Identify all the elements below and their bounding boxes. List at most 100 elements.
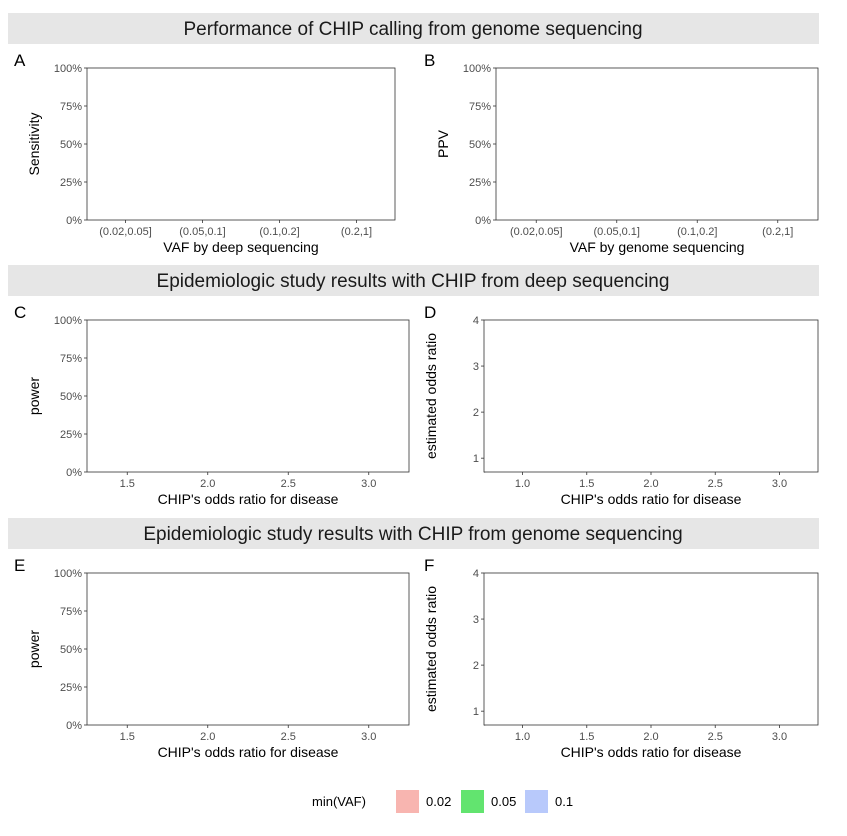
tick-label-x: 2.0 bbox=[643, 478, 658, 490]
section-title: Epidemiologic study results with CHIP fr… bbox=[143, 524, 682, 545]
tick-label-x: (0.02,0.05] bbox=[510, 226, 563, 238]
tick-label-x: 2.0 bbox=[643, 731, 658, 743]
tick-label-y: 0% bbox=[475, 215, 491, 227]
section-title: Epidemiologic study results with CHIP fr… bbox=[157, 271, 670, 292]
y-axis-title: PPV bbox=[435, 129, 451, 158]
x-axis-title: CHIP's odds ratio for disease bbox=[158, 744, 339, 760]
tick-label-x: 2.0 bbox=[200, 478, 215, 490]
tick-label-y: 50% bbox=[60, 139, 82, 151]
section-strip-2: Epidemiologic study results with CHIP fr… bbox=[8, 265, 819, 296]
tick-label-x: (0.2,1] bbox=[762, 226, 793, 238]
tick-label-y: 4 bbox=[473, 315, 479, 327]
tick-label-y: 75% bbox=[60, 101, 82, 113]
legend-title: min(VAF) bbox=[312, 794, 366, 809]
tick-label-x: 2.0 bbox=[200, 731, 215, 743]
tick-label-y: 75% bbox=[469, 101, 491, 113]
tick-label-y: 1 bbox=[473, 706, 479, 718]
legend-entry-0_1: 0.1 bbox=[525, 790, 573, 813]
tick-label-y: 25% bbox=[469, 177, 491, 189]
y-axis-title: power bbox=[26, 630, 42, 668]
plot-area bbox=[86, 572, 410, 726]
tick-label-x: 3.0 bbox=[361, 731, 376, 743]
legend-entry-0_02: 0.02 bbox=[396, 790, 451, 813]
x-axis-title: VAF by deep sequencing bbox=[163, 239, 318, 255]
plot-area bbox=[483, 319, 819, 473]
section-strips: Performance of CHIP calling from genome … bbox=[8, 13, 819, 549]
tick-label-y: 50% bbox=[60, 644, 82, 656]
tick-label-x: 1.5 bbox=[120, 731, 135, 743]
tick-label-x: 1.5 bbox=[579, 731, 594, 743]
section-strip-3: Epidemiologic study results with CHIP fr… bbox=[8, 518, 819, 549]
tick-label-y: 25% bbox=[60, 177, 82, 189]
panels: A 0% 25% 50% 75% 100% (0.02,0.05] (0.05,0.1] (0.… bbox=[14, 51, 819, 760]
panel-b: B 0% 25% 50% 75% 100% (0.02,0.05] (0.05,0.1] (0.… bbox=[424, 51, 819, 255]
y-axis-title: estimated odds ratio bbox=[423, 333, 439, 459]
panel-a: A 0% 25% 50% 75% 100% (0.02,0.05] (0.05,0.1] (0.… bbox=[14, 51, 396, 255]
panel-c: C 0% 25% 50% 75% 100% 1.5 2.0 2.5 3.0 CHIP's odds … bbox=[14, 303, 410, 507]
legend-label: 0.02 bbox=[426, 794, 451, 809]
tick-label-x: 2.5 bbox=[708, 731, 723, 743]
panel-letter: B bbox=[424, 51, 435, 70]
section-title: Performance of CHIP calling from genome … bbox=[183, 19, 642, 40]
tick-label-y: 1 bbox=[473, 453, 479, 465]
tick-label-x: 1.5 bbox=[120, 478, 135, 490]
plot-area bbox=[495, 67, 819, 221]
y-axis-title: Sensitivity bbox=[26, 112, 42, 175]
y-axis-title: estimated odds ratio bbox=[423, 586, 439, 712]
legend-label: 0.1 bbox=[555, 794, 573, 809]
tick-label-y: 0% bbox=[66, 467, 82, 479]
tick-label-x: 1.0 bbox=[515, 731, 530, 743]
y-axis-title: power bbox=[26, 377, 42, 415]
tick-label-y: 2 bbox=[473, 660, 479, 672]
tick-label-x: (0.1,0.2] bbox=[259, 226, 299, 238]
panel-letter: C bbox=[14, 303, 26, 322]
tick-label-y: 25% bbox=[60, 429, 82, 441]
tick-label-x: 2.5 bbox=[708, 478, 723, 490]
tick-label-y: 50% bbox=[469, 139, 491, 151]
tick-label-x: (0.05,0.1] bbox=[179, 226, 225, 238]
tick-label-x: (0.1,0.2] bbox=[677, 226, 717, 238]
legend: min(VAF) 0.02 0.05 0.1 bbox=[312, 790, 573, 813]
strip-background bbox=[8, 518, 819, 549]
tick-label-y: 100% bbox=[463, 63, 491, 75]
tick-label-x: 1.0 bbox=[515, 478, 530, 490]
legend-entry-0_05: 0.05 bbox=[461, 790, 516, 813]
tick-label-y: 0% bbox=[66, 720, 82, 732]
tick-label-y: 100% bbox=[54, 315, 82, 327]
tick-label-x: 3.0 bbox=[772, 731, 787, 743]
legend-label: 0.05 bbox=[491, 794, 516, 809]
tick-label-y: 0% bbox=[66, 215, 82, 227]
strip-background bbox=[8, 13, 819, 44]
plot-area bbox=[86, 319, 410, 473]
panel-letter: A bbox=[14, 51, 26, 70]
tick-label-y: 75% bbox=[60, 606, 82, 618]
x-axis-title: CHIP's odds ratio for disease bbox=[561, 744, 742, 760]
tick-label-y: 25% bbox=[60, 682, 82, 694]
tick-label-x: (0.2,1] bbox=[341, 226, 372, 238]
legend-key bbox=[525, 790, 548, 813]
tick-label-y: 100% bbox=[54, 63, 82, 75]
tick-label-x: 2.5 bbox=[281, 478, 296, 490]
tick-label-y: 3 bbox=[473, 361, 479, 373]
tick-label-y: 2 bbox=[473, 407, 479, 419]
panel-letter: E bbox=[14, 556, 25, 575]
x-axis-title: CHIP's odds ratio for disease bbox=[561, 491, 742, 507]
tick-label-x: 3.0 bbox=[772, 478, 787, 490]
tick-label-y: 3 bbox=[473, 614, 479, 626]
legend-key bbox=[461, 790, 484, 813]
tick-label-x: (0.05,0.1] bbox=[594, 226, 640, 238]
legend-key bbox=[396, 790, 419, 813]
x-axis-title: VAF by genome sequencing bbox=[570, 239, 745, 255]
tick-label-y: 75% bbox=[60, 353, 82, 365]
tick-label-y: 50% bbox=[60, 391, 82, 403]
panel-letter: D bbox=[424, 303, 436, 322]
tick-label-y: 4 bbox=[473, 568, 479, 580]
panel-letter: F bbox=[424, 556, 434, 575]
tick-label-x: 1.5 bbox=[579, 478, 594, 490]
tick-label-x: 2.5 bbox=[281, 731, 296, 743]
panel-e: E 0% 25% 50% 75% 100% 1.5 2.0 2.5 3.0 CHIP's odds … bbox=[14, 556, 410, 760]
x-axis-title: CHIP's odds ratio for disease bbox=[158, 491, 339, 507]
section-strip-1: Performance of CHIP calling from genome … bbox=[8, 13, 819, 44]
panel-f: F 1 2 3 4 1.0 1.5 2.0 2.5 3.0 CHIP's odds ratio fo… bbox=[423, 556, 819, 760]
